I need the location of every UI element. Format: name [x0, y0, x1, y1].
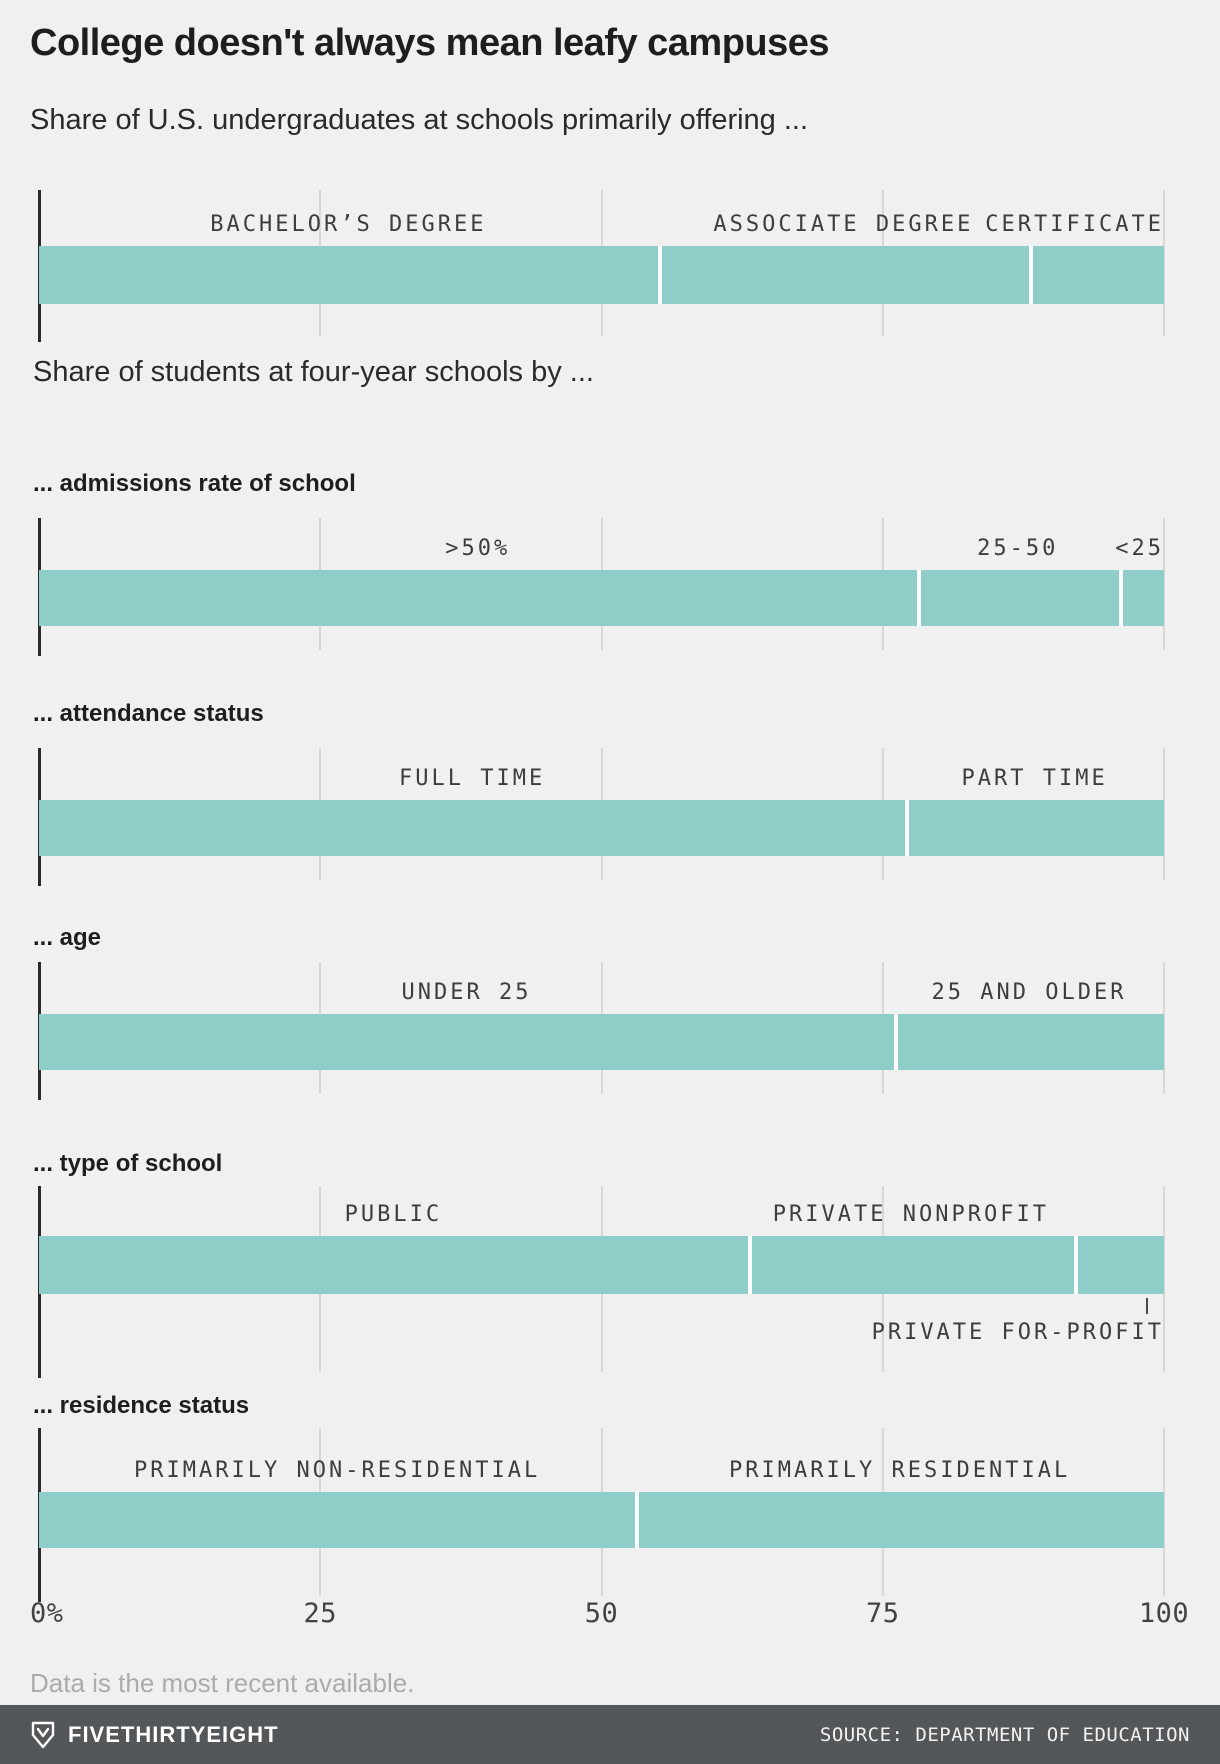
- chart-age: UNDER 25 25 AND OLDER: [0, 962, 1220, 1100]
- x-axis-labels: 0% 25 50 75 100: [30, 1598, 1189, 1638]
- section-heading: Share of students at four-year schools b…: [33, 356, 594, 388]
- bar-segment: [39, 800, 906, 856]
- bar-segment: [39, 1014, 894, 1070]
- x-axis-tick-label: 50: [584, 1598, 619, 1629]
- bar-segment: [657, 246, 1029, 304]
- chart-heading-age: ... age: [33, 924, 102, 951]
- segment-label: PRIMARILY RESIDENTIAL: [729, 1458, 1071, 1483]
- segment-label: >50%: [445, 536, 511, 561]
- footer-brand-text: FIVETHIRTYEIGHT: [68, 1721, 279, 1747]
- segment-label: 25-50: [977, 536, 1059, 561]
- segment-label: 25 AND OLDER: [931, 980, 1127, 1005]
- chart-heading-admissions-rate: ... admissions rate of school: [33, 470, 356, 497]
- plot-area: >50% 25-50 <25: [38, 518, 1165, 656]
- page-title: College doesn't always mean leafy campus…: [30, 22, 830, 64]
- chart-degree-type: BACHELOR’S DEGREE ASSOCIATE DEGREE CERTIFI…: [0, 190, 1220, 342]
- gridline-100: [1163, 518, 1165, 650]
- bar-segment: [39, 570, 917, 626]
- bar-segment: [39, 246, 658, 304]
- bar-segment: [1029, 246, 1164, 304]
- bar-segment: [1119, 570, 1164, 626]
- bar-segment: [894, 1014, 1164, 1070]
- segment-label: PRIVATE FOR-PROFIT: [871, 1320, 1164, 1345]
- gridline-100: [1163, 190, 1165, 336]
- callout-tick: [1146, 1298, 1149, 1314]
- chart-attendance-status: FULL TIME PART TIME: [0, 748, 1220, 886]
- chart-subtitle: Share of U.S. undergraduates at schools …: [30, 104, 809, 136]
- segment-label: BACHELOR’S DEGREE: [210, 212, 487, 237]
- footer-source-text: SOURCE: DEPARTMENT OF EDUCATION: [819, 1723, 1190, 1746]
- bar-segment: [747, 1236, 1074, 1294]
- segment-label: CERTIFICATE: [985, 212, 1164, 237]
- chart-admissions-rate: >50% 25-50 <25: [0, 518, 1220, 656]
- chart-heading-type-of-school: ... type of school: [33, 1150, 223, 1177]
- footer-bar: FIVETHIRTYEIGHT SOURCE: DEPARTMENT OF ED…: [0, 1705, 1220, 1764]
- footnote: Data is the most recent available.: [30, 1668, 415, 1698]
- segment-label: UNDER 25: [401, 980, 532, 1005]
- bar-segment: [916, 570, 1119, 626]
- gridline-100: [1163, 1428, 1165, 1596]
- fivethirtyeight-fox-icon: [30, 1720, 56, 1750]
- bar-segment: [905, 800, 1164, 856]
- plot-area: BACHELOR’S DEGREE ASSOCIATE DEGREE CERTIFI…: [38, 190, 1165, 342]
- x-axis-tick-label: 0%: [30, 1598, 64, 1629]
- chart-heading-attendance-status: ... attendance status: [33, 700, 264, 727]
- segment-label: PUBLIC: [344, 1202, 443, 1227]
- segment-label: PRIMARILY NON-RESIDENTIAL: [134, 1458, 541, 1483]
- segment-label: FULL TIME: [399, 766, 546, 791]
- chart-residence-status: PRIMARILY NON-RESIDENTIAL PRIMARILY RESID…: [0, 1428, 1220, 1602]
- chart-heading-residence-status: ... residence status: [33, 1392, 250, 1419]
- segment-label: PRIVATE NONPROFIT: [772, 1202, 1049, 1227]
- plot-area: FULL TIME PART TIME: [38, 748, 1165, 886]
- plot-area: PRIMARILY NON-RESIDENTIAL PRIMARILY RESID…: [38, 1428, 1165, 1602]
- chart-type-of-school: PUBLIC PRIVATE NONPROFIT PRIVATE FOR-PROFI…: [0, 1186, 1220, 1378]
- plot-area: PUBLIC PRIVATE NONPROFIT PRIVATE FOR-PROFI…: [38, 1186, 1165, 1378]
- bar-segment: [1074, 1236, 1164, 1294]
- bar-segment: [635, 1492, 1164, 1548]
- gridline-100: [1163, 962, 1165, 1094]
- x-axis-tick-label: 75: [865, 1598, 900, 1629]
- x-axis-tick-label: 100: [1138, 1598, 1190, 1629]
- footer-brand-group: FIVETHIRTYEIGHT: [30, 1720, 279, 1750]
- gridline-100: [1163, 1186, 1165, 1372]
- segment-label: PART TIME: [961, 766, 1108, 791]
- bar-segment: [39, 1236, 748, 1294]
- plot-area: UNDER 25 25 AND OLDER: [38, 962, 1165, 1100]
- gridline-100: [1163, 748, 1165, 880]
- bar-segment: [39, 1492, 636, 1548]
- segment-label: <25: [1115, 536, 1164, 561]
- x-axis-tick-label: 25: [303, 1598, 338, 1629]
- segment-label: ASSOCIATE DEGREE: [713, 212, 974, 237]
